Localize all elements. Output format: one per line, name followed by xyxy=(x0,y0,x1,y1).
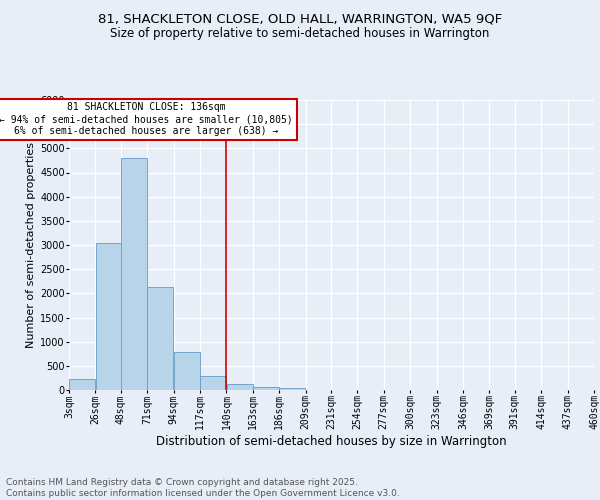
Bar xyxy=(148,287,173,390)
Text: 81, SHACKLETON CLOSE, OLD HALL, WARRINGTON, WA5 9QF: 81, SHACKLETON CLOSE, OLD HALL, WARRINGT… xyxy=(98,12,502,26)
Bar xyxy=(121,158,147,390)
Text: 81 SHACKLETON CLOSE: 136sqm
← 94% of semi-detached houses are smaller (10,805)
6: 81 SHACKLETON CLOSE: 136sqm ← 94% of sem… xyxy=(0,102,293,136)
Text: Contains HM Land Registry data © Crown copyright and database right 2025.
Contai: Contains HM Land Registry data © Crown c… xyxy=(6,478,400,498)
Text: Size of property relative to semi-detached houses in Warrington: Size of property relative to semi-detach… xyxy=(110,28,490,40)
Bar xyxy=(69,379,95,390)
Y-axis label: Number of semi-detached properties: Number of semi-detached properties xyxy=(26,142,36,348)
Bar xyxy=(253,386,279,390)
Bar xyxy=(200,376,226,390)
Bar xyxy=(95,242,122,390)
Bar xyxy=(174,352,200,390)
Bar xyxy=(227,384,253,390)
X-axis label: Distribution of semi-detached houses by size in Warrington: Distribution of semi-detached houses by … xyxy=(156,435,507,448)
Bar xyxy=(280,388,305,390)
